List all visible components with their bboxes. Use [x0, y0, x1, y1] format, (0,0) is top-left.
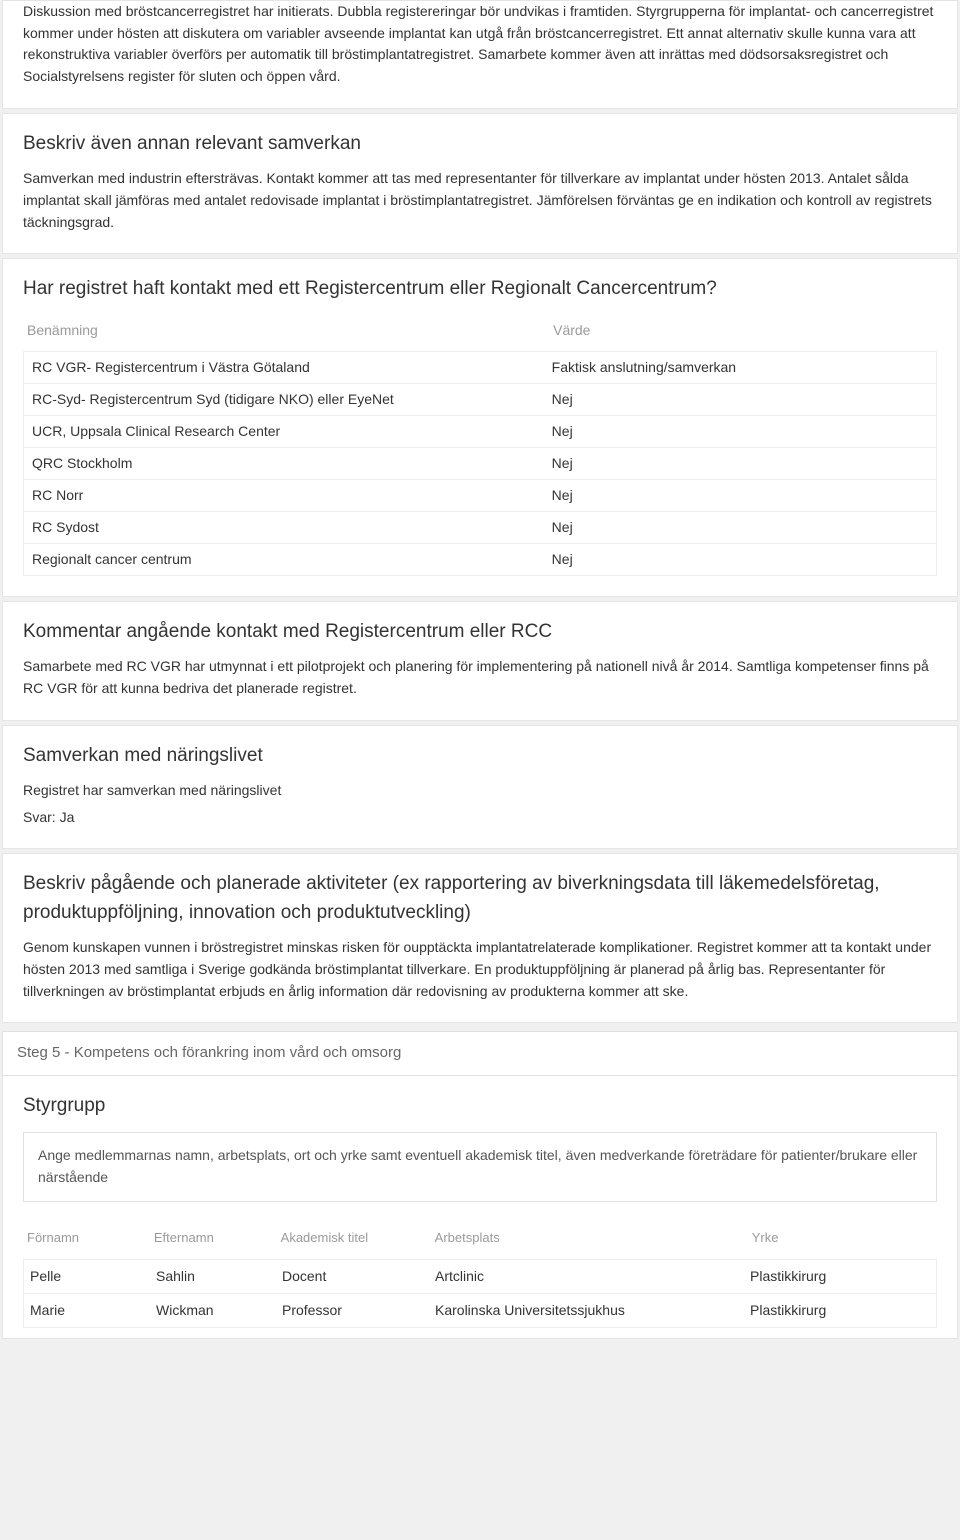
rcc-row-name: UCR, Uppsala Clinical Research Center [32, 421, 552, 442]
styrgrupp-note: Ange medlemmarnas namn, arbetsplats, ort… [23, 1132, 937, 1201]
styrgrupp-title: Styrgrupp [23, 1092, 937, 1121]
naringsliv-sub: Registret har samverkan med näringslivet [23, 780, 937, 801]
member-title: Docent [282, 1266, 435, 1287]
kommentar-text: Samarbete med RC VGR har utmynnat i ett … [23, 656, 937, 699]
rcc-row-value: Nej [552, 453, 928, 474]
aktiviteter-title: Beskriv pågående och planerade aktivitet… [23, 870, 937, 927]
member-profession: Plastikkirurg [750, 1300, 930, 1321]
member-firstname: Pelle [30, 1266, 156, 1287]
rcc-col-value: Värde [553, 320, 937, 341]
rcc-row-value: Nej [552, 389, 928, 410]
samverkan-title: Beskriv även annan relevant samverkan [23, 130, 937, 159]
rcc-row-value: Faktisk anslutning/samverkan [552, 357, 928, 378]
member-lastname: Sahlin [156, 1266, 282, 1287]
member-row: MarieWickmanProfessorKarolinska Universi… [23, 1294, 937, 1328]
members-header: Förnamn Efternamn Akademisk titel Arbets… [23, 1220, 937, 1260]
member-firstname: Marie [30, 1300, 156, 1321]
aktiviteter-text: Genom kunskapen vunnen i bröstregistret … [23, 937, 937, 1002]
col-firstname: Förnamn [27, 1228, 154, 1248]
member-workplace: Artclinic [435, 1266, 750, 1287]
col-title: Akademisk titel [281, 1228, 435, 1248]
member-profession: Plastikkirurg [750, 1266, 930, 1287]
step5-header: Steg 5 - Kompetens och förankring inom v… [2, 1031, 958, 1076]
intro-text: Diskussion med bröstcancerregistret har … [23, 1, 937, 88]
intro-section: Diskussion med bröstcancerregistret har … [2, 0, 958, 109]
rcc-row-name: RC Norr [32, 485, 552, 506]
rcc-table-header: Benämning Värde [23, 314, 937, 351]
kommentar-section: Kommentar angående kontakt med Registerc… [2, 601, 958, 721]
rcc-row-name: QRC Stockholm [32, 453, 552, 474]
rcc-table-row: UCR, Uppsala Clinical Research CenterNej [23, 416, 937, 448]
rcc-table-row: RC NorrNej [23, 480, 937, 512]
rcc-row-name: RC VGR- Registercentrum i Västra Götalan… [32, 357, 552, 378]
rcc-row-name: RC Sydost [32, 517, 552, 538]
rcc-table-row: Regionalt cancer centrumNej [23, 544, 937, 576]
rcc-row-value: Nej [552, 421, 928, 442]
member-lastname: Wickman [156, 1300, 282, 1321]
rcc-table-row: RC VGR- Registercentrum i Västra Götalan… [23, 351, 937, 384]
naringsliv-answer: Svar: Ja [23, 807, 937, 828]
member-row: PelleSahlinDocentArtclinicPlastikkirurg [23, 1259, 937, 1294]
rcc-table-row: QRC StockholmNej [23, 448, 937, 480]
rcc-table: Benämning Värde RC VGR- Registercentrum … [23, 314, 937, 576]
samverkan-section: Beskriv även annan relevant samverkan Sa… [2, 113, 958, 255]
rcc-col-name: Benämning [23, 320, 553, 341]
rcc-row-name: RC-Syd- Registercentrum Syd (tidigare NK… [32, 389, 552, 410]
member-title: Professor [282, 1300, 435, 1321]
samverkan-text: Samverkan med industrin eftersträvas. Ko… [23, 168, 937, 233]
rcc-table-row: RC-Syd- Registercentrum Syd (tidigare NK… [23, 384, 937, 416]
member-workplace: Karolinska Universitetssjukhus [435, 1300, 750, 1321]
rcc-table-row: RC SydostNej [23, 512, 937, 544]
rcc-row-value: Nej [552, 485, 928, 506]
naringsliv-section: Samverkan med näringslivet Registret har… [2, 725, 958, 850]
rcc-row-value: Nej [552, 517, 928, 538]
rcc-title: Har registret haft kontakt med ett Regis… [23, 275, 937, 304]
kommentar-title: Kommentar angående kontakt med Registerc… [23, 618, 937, 647]
rcc-row-value: Nej [552, 549, 928, 570]
col-lastname: Efternamn [154, 1228, 281, 1248]
rcc-section: Har registret haft kontakt med ett Regis… [2, 258, 958, 597]
styrgrupp-section: Styrgrupp Ange medlemmarnas namn, arbets… [2, 1076, 958, 1339]
aktiviteter-section: Beskriv pågående och planerade aktivitet… [2, 853, 958, 1023]
naringsliv-title: Samverkan med näringslivet [23, 742, 937, 771]
col-profession: Yrke [752, 1228, 933, 1248]
rcc-row-name: Regionalt cancer centrum [32, 549, 552, 570]
col-workplace: Arbetsplats [435, 1228, 752, 1248]
